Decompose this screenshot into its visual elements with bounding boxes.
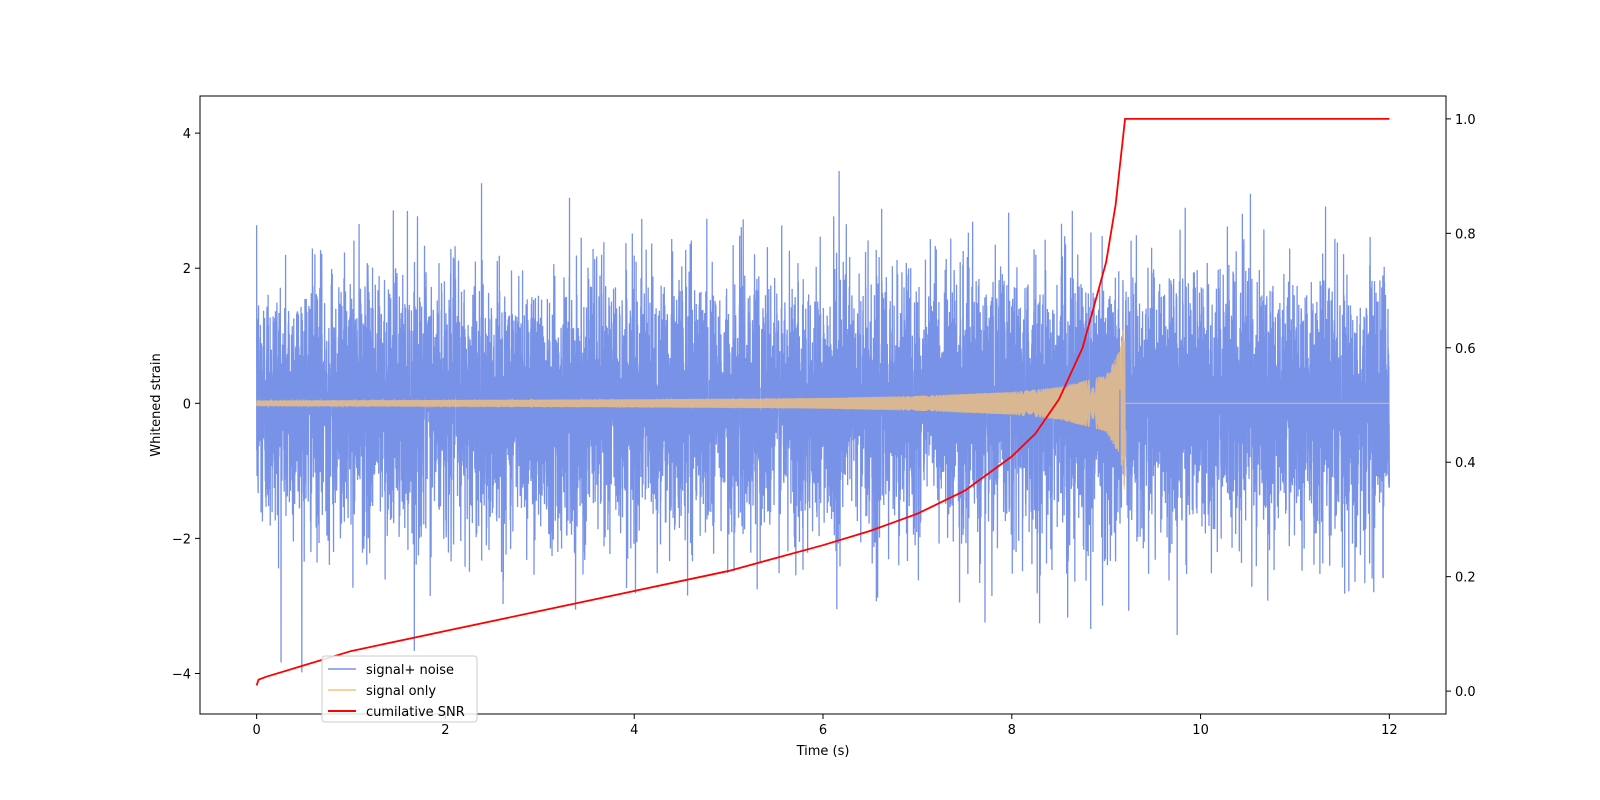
x-tick-label: 8: [1008, 723, 1016, 738]
plot-layer: [255, 117, 1391, 686]
y-tick-label: 4: [183, 127, 191, 142]
x-tick-label: 12: [1381, 723, 1398, 738]
x-axis-label: Time (s): [796, 744, 850, 759]
y-tick-label: −4: [172, 667, 191, 682]
axes-layer: 0 2 4 6 8 10 12 −4 −2 0 2 4 0.0 0.2 0.4 0.6 0.8 1.0: [172, 113, 1476, 738]
series-signal-noise: [255, 170, 1391, 673]
series-cumilative-snr: [255, 117, 1390, 686]
y-axis-label: Whitened strain: [149, 353, 164, 456]
legend-box: [321, 655, 478, 723]
legend-entry: cumilative SNR: [366, 705, 465, 720]
x-tick-label: 6: [819, 723, 827, 738]
y-tick-label: −2: [172, 532, 191, 547]
y-right-tick-label: 0.0: [1455, 685, 1476, 700]
x-tick-label: 2: [441, 723, 449, 738]
legend-entry: signal only: [366, 684, 436, 699]
y-right-tick-label: 0.4: [1455, 456, 1476, 471]
y-tick-label: 0: [183, 397, 191, 412]
y-right-tick-label: 0.2: [1455, 571, 1476, 586]
legend: signal+ noise signal only cumilative SNR: [321, 655, 478, 723]
legend-entry: signal+ noise: [366, 663, 454, 678]
x-tick-label: 0: [252, 723, 260, 738]
y-right-tick-label: 0.6: [1455, 342, 1476, 357]
y-right-tick-label: 1.0: [1455, 113, 1476, 128]
series-signal-only: [256, 322, 1390, 490]
x-tick-label: 10: [1192, 723, 1209, 738]
x-tick-label: 4: [630, 723, 638, 738]
y-tick-label: 2: [183, 262, 191, 277]
y-right-tick-label: 0.8: [1455, 227, 1476, 242]
